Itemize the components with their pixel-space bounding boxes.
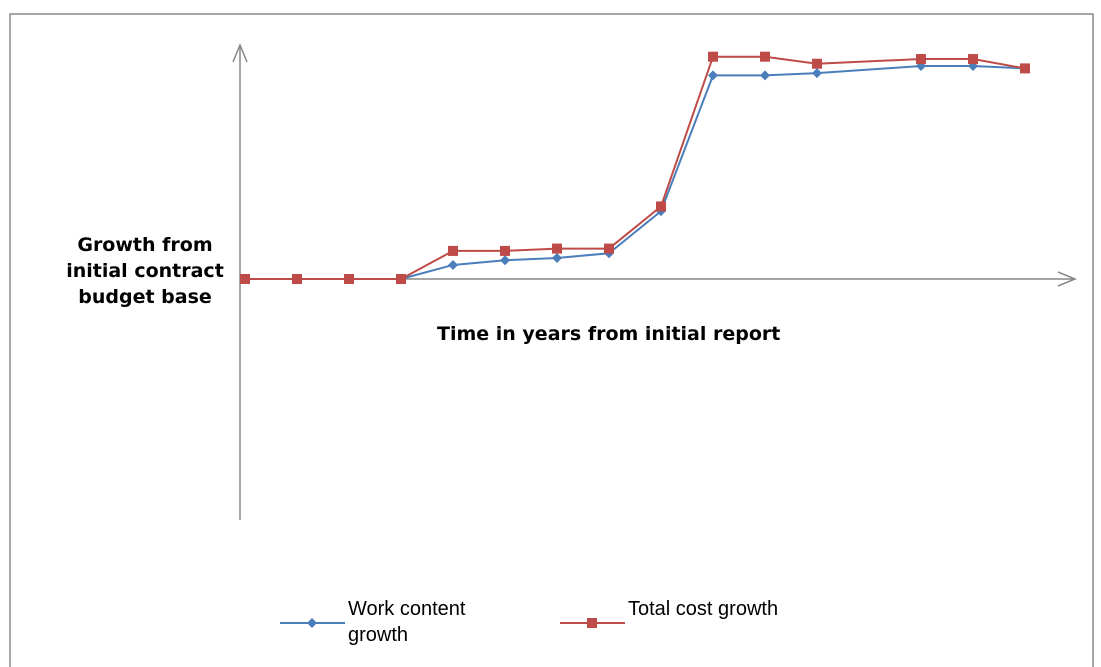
chart-frame	[9, 13, 1094, 667]
marker	[240, 274, 250, 284]
marker	[500, 245, 510, 256]
marker	[307, 618, 317, 628]
marker	[708, 70, 718, 81]
marker	[604, 243, 614, 254]
y-axis-arrow	[232, 43, 248, 63]
marker	[916, 54, 926, 65]
x-axis-label: Time in years from initial report	[437, 323, 781, 345]
marker	[656, 201, 666, 212]
marker	[344, 274, 354, 284]
marker	[500, 255, 510, 266]
marker	[760, 70, 770, 81]
marker	[396, 274, 406, 284]
legend-label: Total cost growth	[628, 598, 779, 620]
marker	[552, 243, 562, 254]
marker	[552, 252, 562, 263]
marker	[812, 58, 822, 69]
marker	[760, 51, 770, 62]
marker	[587, 618, 597, 628]
legend-label: Work content growth	[348, 598, 466, 646]
marker	[708, 51, 718, 62]
marker	[968, 54, 978, 65]
marker	[812, 68, 822, 79]
marker	[448, 259, 458, 270]
marker	[292, 274, 302, 284]
marker	[448, 245, 458, 256]
y-axis-label: Growth from initial contract budget base	[66, 234, 224, 308]
x-axis-arrow	[1057, 271, 1077, 287]
marker	[1020, 63, 1030, 74]
